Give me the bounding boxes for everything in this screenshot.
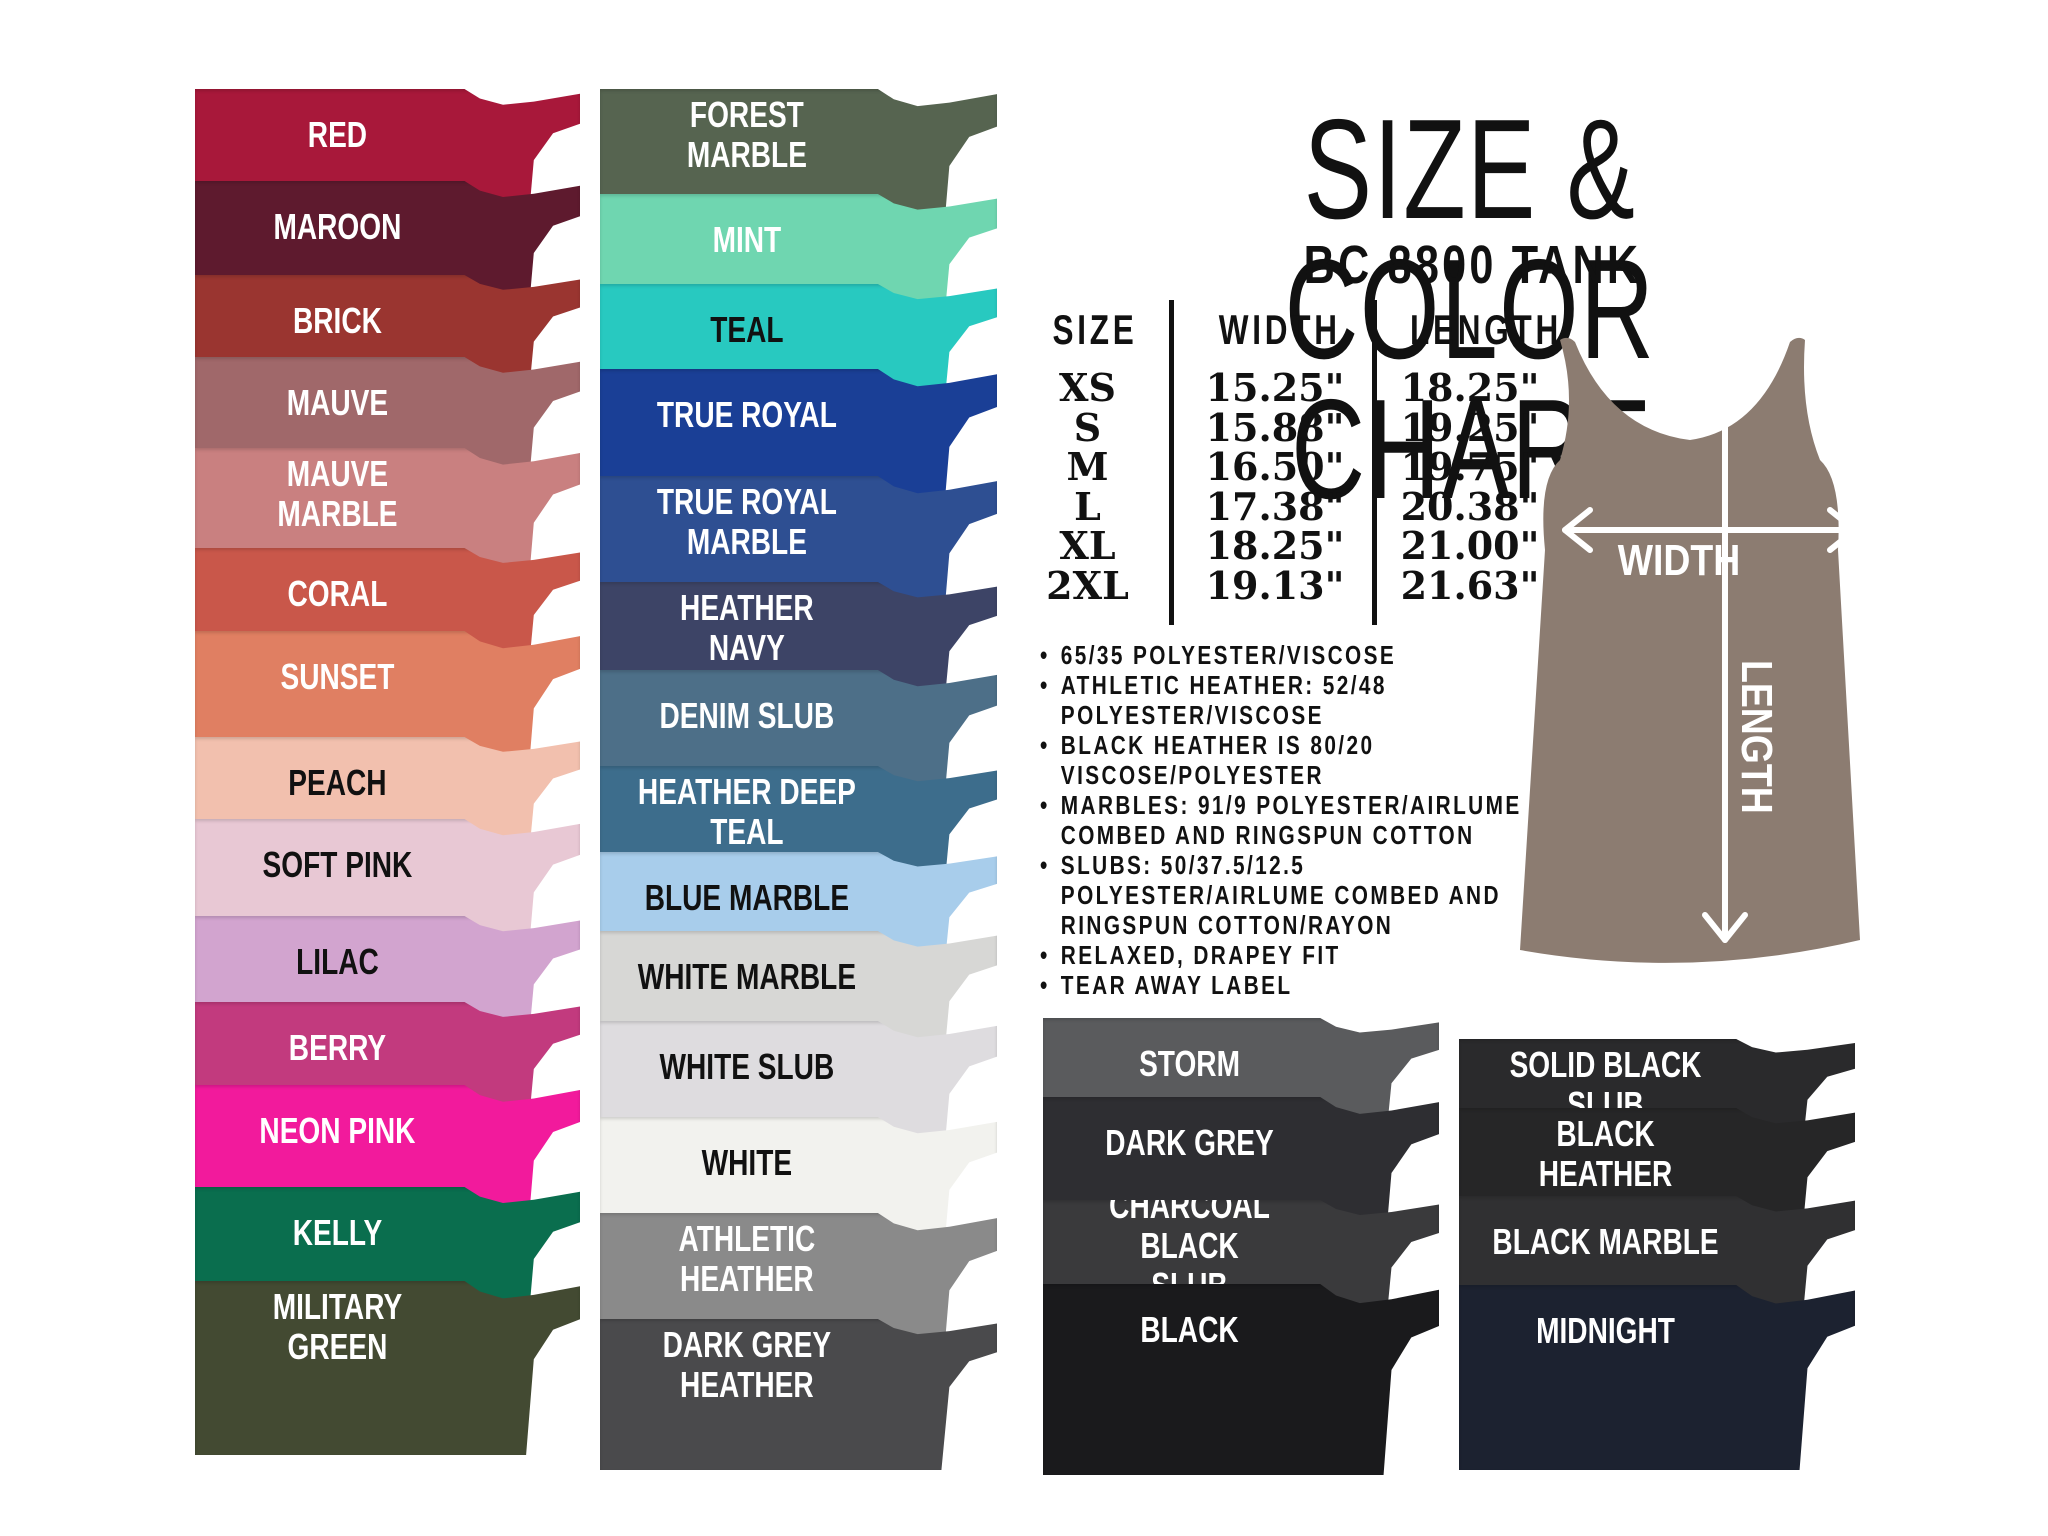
feature-item: MARBLES: 91/9 POLYESTER/AIRLUME COMBED A…: [1040, 790, 1549, 850]
tank-diagram: WIDTH LENGTH: [1520, 337, 1860, 963]
size-table-cell: 15.25": [1205, 365, 1345, 410]
length-header: LENGTH: [1410, 306, 1562, 353]
color-name-label: RED: [307, 114, 368, 155]
size-table-cell: XL: [1059, 523, 1116, 568]
table-divider: [1169, 300, 1174, 625]
table-divider: [1372, 300, 1377, 625]
color-name-label: MAROON: [273, 206, 402, 247]
color-name-label: TRUE ROYAL MARBLE: [656, 481, 837, 562]
size-table-cell: 18.25": [1400, 365, 1540, 410]
color-name-label: STORM: [1139, 1043, 1240, 1084]
color-name-label: TRUE ROYAL: [656, 394, 837, 435]
color-name-label: FOREST MARBLE: [686, 94, 807, 175]
color-name-label: KELLY: [292, 1212, 383, 1253]
size-table-cell: S: [1073, 404, 1102, 450]
color-name-label: MINT: [712, 219, 782, 260]
color-name-label: HEATHER NAVY: [680, 587, 814, 668]
color-name-label: DARK GREY: [1105, 1122, 1274, 1163]
size-table-cell: 19.13": [1205, 562, 1345, 608]
size-table-cell: 21.00": [1400, 523, 1540, 568]
width-header: WIDTH: [1218, 306, 1341, 353]
color-name-label: ATHLETIC HEATHER: [678, 1218, 816, 1299]
color-name-label: MIDNIGHT: [1536, 1310, 1675, 1351]
feature-list: 65/35 POLYESTER/VISCOSEATHLETIC HEATHER:…: [1040, 640, 1519, 1000]
color-name-label: BLUE MARBLE: [644, 877, 850, 918]
color-name-label: CORAL: [287, 573, 388, 614]
feature-item: TEAR AWAY LABEL: [1040, 970, 1549, 1000]
size-column: XS S M L XL 2XL: [1040, 368, 1135, 605]
feature-item: 65/35 POLYESTER/VISCOSE: [1040, 640, 1549, 670]
color-name-label: MAUVE: [286, 382, 389, 423]
size-table-cell: 19.25": [1400, 404, 1540, 450]
color-name-label: MAUVE MARBLE: [277, 453, 398, 534]
feature-item: SLUBS: 50/37.5/12.5 POLYESTER/AIRLUME CO…: [1040, 850, 1549, 940]
color-name-label: DENIM SLUB: [659, 695, 835, 736]
size-table-cell: L: [1074, 483, 1101, 529]
color-name-label: MILITARY GREEN: [272, 1286, 403, 1367]
size-header: SIZE: [1052, 306, 1138, 353]
color-name-label: BLACK MARBLE: [1492, 1221, 1719, 1262]
page-title: SIZE & COLOR CHART: [1284, 90, 1656, 529]
color-name-label: NEON PINK: [259, 1110, 416, 1151]
product-subtitle: BC 8800 TANK: [1303, 235, 1642, 295]
width-label: WIDTH: [1618, 535, 1741, 585]
feature-item: RELAXED, DRAPEY FIT: [1040, 940, 1549, 970]
color-name-label: WHITE: [701, 1142, 793, 1183]
color-name-label: HEATHER DEEP TEAL: [637, 771, 856, 852]
size-table-cell: 18.25": [1205, 523, 1345, 568]
color-swatch: DARK GREY HEATHER: [600, 1319, 997, 1470]
size-table-cell: 20.38": [1400, 483, 1540, 529]
color-name-label: TEAL: [710, 309, 784, 350]
size-table-cell: 17.38": [1205, 483, 1345, 529]
color-name-label: SUNSET: [280, 656, 395, 697]
feature-item: BLACK HEATHER IS 80/20 VISCOSE/POLYESTER: [1040, 730, 1549, 790]
size-table-cell: 16.50": [1205, 444, 1345, 489]
color-swatch: BLACK: [1043, 1284, 1439, 1475]
tank-illustration: [1520, 337, 1860, 963]
color-name-label: DARK GREY HEATHER: [662, 1324, 832, 1405]
size-table-cell: XS: [1059, 365, 1116, 410]
color-name-label: BLACK HEATHER: [1538, 1113, 1673, 1194]
color-name-label: BERRY: [288, 1027, 387, 1068]
size-table-cell: 19.75": [1400, 444, 1540, 489]
color-name-label: BLACK: [1140, 1309, 1239, 1350]
size-table-cell: 2XL: [1046, 562, 1129, 608]
length-column: 18.25" 19.25" 19.75" 20.38" 21.00" 21.63": [1395, 368, 1545, 605]
color-name-label: CHARCOAL BLACK SLUB: [1109, 1185, 1270, 1306]
color-column-4: SOLID BLACK SLUB BLACK HEATHER BLACK MARBL…: [1459, 0, 1855, 1536]
color-name-label: LILAC: [296, 941, 379, 982]
color-column-2: FOREST MARBLE MINT TEAL TRUE ROYAL TRUE ROYA…: [600, 0, 997, 1536]
size-table-cell: 15.88": [1205, 404, 1345, 450]
size-table-cell: 21.63": [1400, 562, 1540, 608]
color-name-label: WHITE SLUB: [659, 1046, 835, 1087]
size-table-cell: M: [1066, 444, 1109, 489]
color-name-label: SOFT PINK: [262, 844, 413, 885]
color-swatch: MILITARY GREEN: [195, 1281, 580, 1455]
color-name-label: PEACH: [288, 762, 387, 803]
color-name-label: BRICK: [292, 300, 382, 341]
color-column-1: RED MAROON BRICK MAUVE MAUVE MARBLE CORAL SUNS…: [195, 0, 580, 1536]
color-swatch: MIDNIGHT: [1459, 1285, 1855, 1470]
measure-arrows: [1562, 377, 1858, 943]
width-column: 15.25" 15.88" 16.50" 17.38" 18.25" 19.13": [1200, 368, 1350, 605]
color-name-label: WHITE MARBLE: [637, 956, 857, 997]
feature-item: ATHLETIC HEATHER: 52/48 POLYESTER/VISCOS…: [1040, 670, 1549, 730]
length-label: LENGTH: [1732, 660, 1782, 814]
